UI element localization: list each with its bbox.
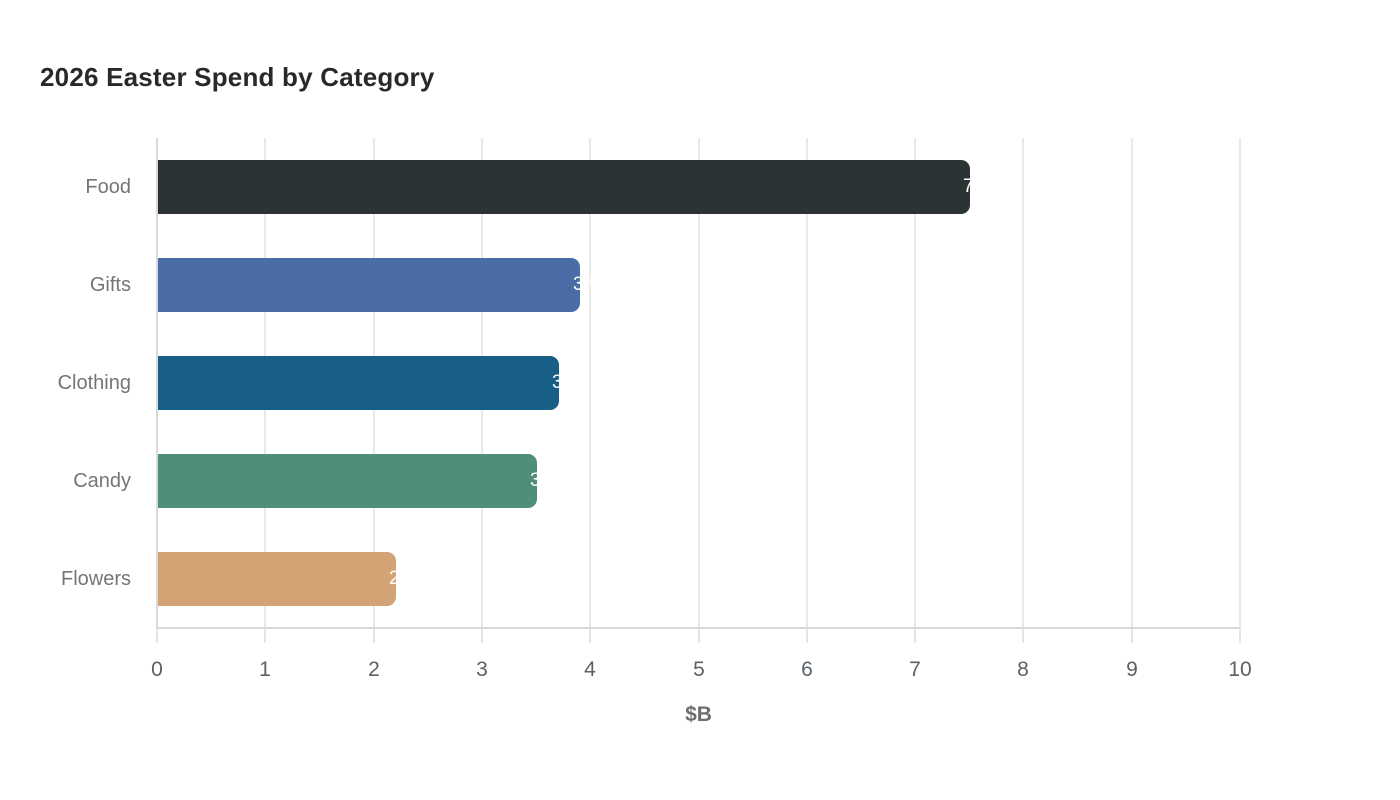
chart-title: 2026 Easter Spend by Category (40, 62, 435, 92)
x-tick-label-0: 0 (151, 658, 163, 681)
x-tick-label-8: 8 (1017, 658, 1029, 681)
x-tick-label-7: 7 (909, 658, 921, 681)
gridline-x-5 (698, 138, 700, 628)
x-tick-label-5: 5 (693, 658, 705, 681)
bar-food[interactable]: 7.5 (158, 160, 989, 214)
category-label-clothing: Clothing (57, 372, 131, 394)
tick-mark-x-5 (698, 628, 700, 643)
gridline-x-8 (1022, 138, 1024, 628)
bar-candy[interactable]: 3.5 (158, 454, 556, 508)
x-tick-label-4: 4 (584, 658, 596, 681)
x-tick-label-2: 2 (368, 658, 380, 681)
x-tick-label-9: 9 (1126, 658, 1138, 681)
x-axis-title: $B (685, 703, 712, 726)
tick-mark-x-6 (806, 628, 808, 643)
category-label-candy: Candy (73, 470, 131, 492)
tick-mark-x-2 (373, 628, 375, 643)
x-tick-label-10: 10 (1228, 658, 1252, 681)
tick-mark-x-1 (264, 628, 266, 643)
gridline-x-0 (156, 138, 158, 628)
gridline-x-7 (914, 138, 916, 628)
x-axis-line (157, 627, 1240, 629)
gridline-x-4 (589, 138, 591, 628)
tick-mark-x-7 (914, 628, 916, 643)
tick-mark-x-9 (1131, 628, 1133, 643)
bar-value-label-gifts: 3.9 (573, 274, 600, 295)
gridline-x-6 (806, 138, 808, 628)
category-label-gifts: Gifts (89, 274, 131, 296)
bar-flowers[interactable]: 2.2 (158, 552, 415, 606)
tick-mark-x-8 (1022, 628, 1024, 643)
tick-mark-x-3 (481, 628, 483, 643)
x-tick-label-1: 1 (259, 658, 271, 681)
plot-area: 7.5 3.9 3.7 3.5 2.2 (156, 138, 1241, 643)
tick-mark-x-10 (1239, 628, 1241, 643)
gridline-x-10 (1239, 138, 1241, 628)
category-label-food: Food (85, 176, 131, 198)
bar-value-label-clothing: 3.7 (552, 372, 579, 393)
category-label-flowers: Flowers (60, 568, 131, 590)
bar-gifts[interactable]: 3.9 (158, 258, 599, 312)
bar-value-label-food: 7.5 (963, 176, 990, 197)
bar-clothing[interactable]: 3.7 (158, 356, 578, 410)
tick-mark-x-4 (589, 628, 591, 643)
bar-value-label-candy: 3.5 (530, 470, 557, 491)
x-tick-label-6: 6 (801, 658, 813, 681)
tick-mark-x-0 (156, 628, 158, 643)
gridline-x-9 (1131, 138, 1133, 628)
bar-value-label-flowers: 2.2 (389, 568, 416, 589)
x-tick-label-3: 3 (476, 658, 488, 681)
